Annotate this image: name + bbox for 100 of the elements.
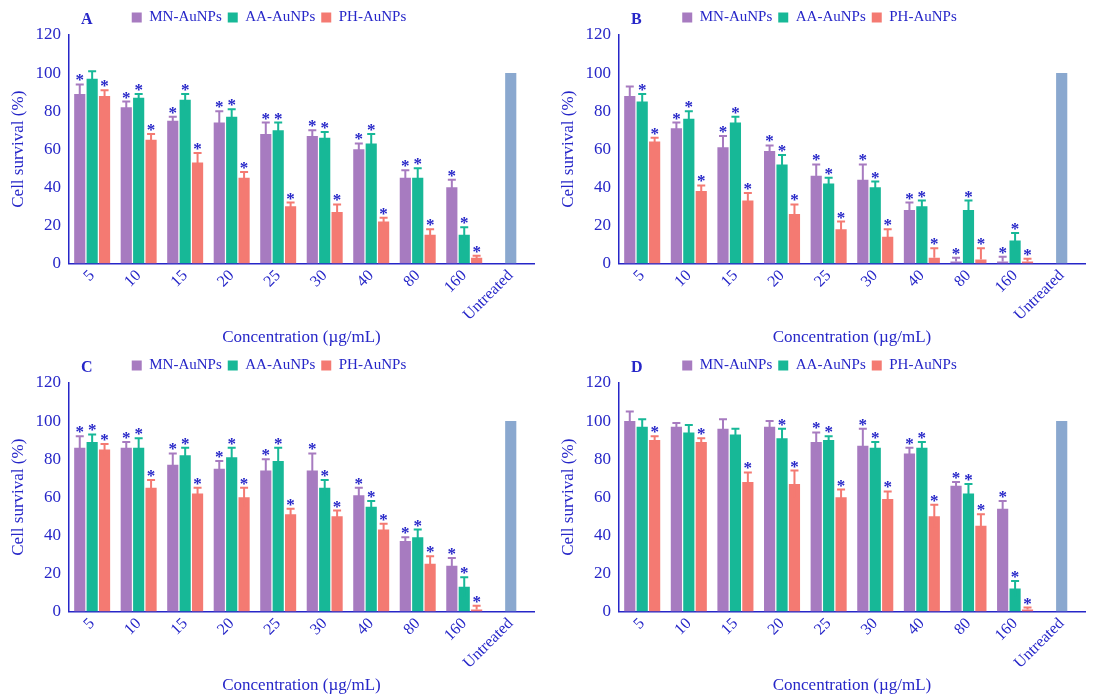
- y-axis-title: Cell survival (%): [7, 438, 27, 556]
- legend-label: AA-AuNPs: [795, 356, 866, 373]
- y-tick-label: 20: [43, 562, 61, 582]
- data-label: *: [215, 447, 224, 467]
- data-label: *: [1023, 244, 1032, 264]
- data-label: *: [637, 80, 647, 100]
- y-tick-label: 120: [35, 24, 61, 44]
- y-tick-label: 40: [43, 176, 61, 196]
- data-label: *: [696, 424, 706, 444]
- data-label: *: [413, 154, 422, 174]
- x-tick-label: 25: [810, 614, 834, 638]
- data-label: *: [401, 523, 410, 543]
- x-tick-label: 25: [810, 266, 834, 290]
- y-axis-title: Cell survival (%): [557, 90, 577, 208]
- x-axis-title: Concentration (µg/mL): [772, 675, 932, 695]
- x-tick-label: 80: [399, 614, 423, 638]
- y-tick-label: 120: [35, 372, 61, 392]
- x-axis-title: Concentration (µg/mL): [222, 327, 381, 347]
- x-axis-title: Concentration (µg/mL): [222, 675, 381, 695]
- data-label: *: [871, 167, 880, 187]
- data-label: *: [239, 158, 249, 178]
- data-label: *: [976, 500, 986, 520]
- bar: [378, 221, 390, 264]
- data-label: *: [1023, 593, 1032, 613]
- data-label: *: [273, 108, 283, 128]
- data-label: *: [425, 215, 435, 235]
- data-label: *: [905, 188, 914, 208]
- data-label: *: [146, 466, 156, 486]
- data-label: *: [168, 102, 178, 122]
- x-tick-label: 40: [352, 614, 377, 638]
- x-tick-label: 80: [950, 266, 974, 290]
- data-label: *: [684, 97, 694, 117]
- data-label: *: [286, 188, 295, 208]
- data-label: *: [401, 156, 410, 176]
- data-label: *: [998, 487, 1007, 507]
- y-tick-label: 0: [602, 252, 611, 272]
- x-tick-label: 30: [306, 614, 330, 638]
- legend-label: MN-AuNPs: [699, 356, 773, 373]
- data-label: *: [836, 475, 846, 495]
- data-label: *: [239, 473, 249, 493]
- y-axis-title: Cell survival (%): [7, 90, 27, 208]
- data-label: *: [366, 119, 376, 139]
- y-tick-label: 60: [43, 486, 61, 506]
- data-label: *: [811, 150, 821, 170]
- data-label: *: [227, 95, 236, 115]
- bar: [649, 141, 661, 264]
- data-label: *: [227, 433, 236, 453]
- x-tick-label: 20: [213, 266, 237, 290]
- x-tick-label: 10: [120, 266, 144, 290]
- y-tick-label: 40: [43, 524, 61, 544]
- y-tick-label: 80: [43, 448, 61, 468]
- legend-label: PH-AuNPs: [338, 8, 407, 25]
- data-label: *: [743, 458, 753, 478]
- data-label: *: [146, 119, 156, 139]
- x-tick-label: 80: [950, 614, 974, 638]
- x-tick-label: 5: [629, 614, 648, 632]
- data-label: *: [134, 424, 143, 444]
- data-label: *: [308, 439, 317, 459]
- x-tick-label: 15: [166, 614, 191, 638]
- data-label: *: [459, 563, 469, 583]
- data-label: *: [447, 165, 457, 185]
- y-axis-title: Cell survival (%): [557, 438, 577, 556]
- data-label: *: [883, 215, 892, 235]
- data-label: *: [951, 243, 961, 263]
- data-label: *: [743, 178, 753, 198]
- data-label: *: [320, 466, 329, 486]
- data-label: *: [180, 433, 190, 453]
- data-label: *: [824, 163, 833, 183]
- x-tick-label: 20: [763, 614, 788, 638]
- x-tick-label: 40: [352, 266, 377, 290]
- data-label: *: [354, 129, 364, 149]
- legend-label: MN-AuNPs: [149, 8, 222, 25]
- data-label: *: [75, 70, 84, 90]
- x-tick-label: 10: [120, 614, 144, 638]
- data-label: *: [286, 494, 295, 514]
- chart-title: B: [630, 9, 642, 27]
- data-label: *: [824, 422, 833, 442]
- legend-label: AA-AuNPs: [245, 8, 316, 25]
- x-tick-label: 80: [399, 266, 423, 290]
- data-label: *: [765, 131, 774, 151]
- y-tick-label: 20: [593, 214, 611, 234]
- y-tick-label: 60: [43, 138, 61, 158]
- data-label: *: [731, 102, 740, 122]
- data-label: *: [75, 422, 84, 442]
- data-label: *: [1010, 218, 1020, 238]
- data-label: *: [718, 121, 728, 141]
- data-label: *: [425, 542, 435, 562]
- x-tick-label: 15: [166, 266, 191, 290]
- legend-label: PH-AuNPs: [889, 8, 957, 25]
- y-tick-label: 80: [43, 100, 61, 120]
- x-tick-label: 15: [717, 614, 741, 638]
- data-label: *: [672, 108, 681, 128]
- data-label: *: [180, 80, 190, 100]
- data-label: *: [134, 80, 143, 100]
- x-tick-label: 5: [79, 266, 98, 284]
- chart-title: A: [80, 9, 93, 27]
- data-label: *: [168, 439, 178, 459]
- data-label: *: [273, 433, 283, 453]
- y-tick-label: 20: [43, 214, 61, 234]
- bar: [950, 485, 962, 612]
